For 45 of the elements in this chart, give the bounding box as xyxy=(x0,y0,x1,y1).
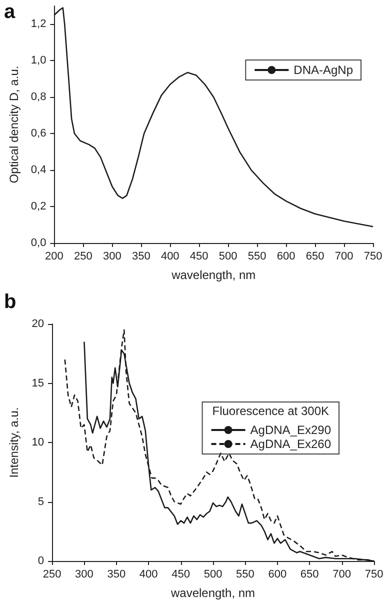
x-tick-label: 500 xyxy=(218,250,238,262)
y-axis-title: Intensity, a.u. xyxy=(7,407,21,478)
x-tick-label: 750 xyxy=(364,568,384,580)
x-tick-label: 250 xyxy=(42,568,62,580)
y-tick-label: 0,2 xyxy=(30,200,46,213)
y-tick-label: 10 xyxy=(32,436,44,448)
x-tick-label: 400 xyxy=(139,568,158,580)
y-tick-label: 0,6 xyxy=(30,128,46,140)
x-tick-label: 700 xyxy=(334,250,354,262)
y-tick-label: 0,4 xyxy=(30,164,46,176)
y-tick-label: 0 xyxy=(38,555,44,567)
x-axis-title: wavelength, nm xyxy=(170,268,256,282)
x-tick-label: 500 xyxy=(204,568,222,580)
x-tick-label: 400 xyxy=(160,250,180,262)
legend-label: DNA-AgNp xyxy=(294,63,354,77)
y-tick-label: 0,8 xyxy=(30,91,46,104)
x-axis-title: wavelength, nm xyxy=(170,586,256,600)
x-tick-label: 450 xyxy=(190,250,208,262)
x-tick-label: 350 xyxy=(132,250,150,262)
x-tick-label: 550 xyxy=(236,568,254,580)
y-tick-label: 20 xyxy=(32,318,44,330)
y-axis-title: Optical dencity D, a.u. xyxy=(7,66,21,184)
x-tick-label: 300 xyxy=(75,568,94,580)
legend-title: Fluorescence at 300K xyxy=(212,404,330,418)
y-tick-label: 5 xyxy=(38,496,44,508)
x-tick-label: 250 xyxy=(74,250,92,262)
legend-label: AgDNA_Ex290 xyxy=(250,423,332,437)
x-tick-label: 650 xyxy=(300,568,319,580)
x-tick-label: 650 xyxy=(306,250,324,262)
y-tick-label: 1,0 xyxy=(30,54,46,67)
chart-title: a xyxy=(4,1,16,23)
legend-label: AgDNA_Ex260 xyxy=(250,437,332,451)
chart-title: b xyxy=(4,291,16,313)
x-tick-label: 700 xyxy=(332,568,351,580)
x-tick-label: 750 xyxy=(364,250,382,262)
x-tick-label: 300 xyxy=(102,250,122,262)
x-tick-label: 550 xyxy=(248,250,266,262)
y-tick-label: 0,0 xyxy=(30,237,46,249)
x-tick-label: 600 xyxy=(276,250,296,262)
x-tick-label: 450 xyxy=(172,568,190,580)
x-tick-label: 350 xyxy=(107,568,126,580)
x-tick-label: 200 xyxy=(45,250,64,262)
y-tick-label: 1,2 xyxy=(30,18,46,30)
x-tick-label: 600 xyxy=(268,568,287,580)
y-tick-label: 15 xyxy=(32,377,44,390)
